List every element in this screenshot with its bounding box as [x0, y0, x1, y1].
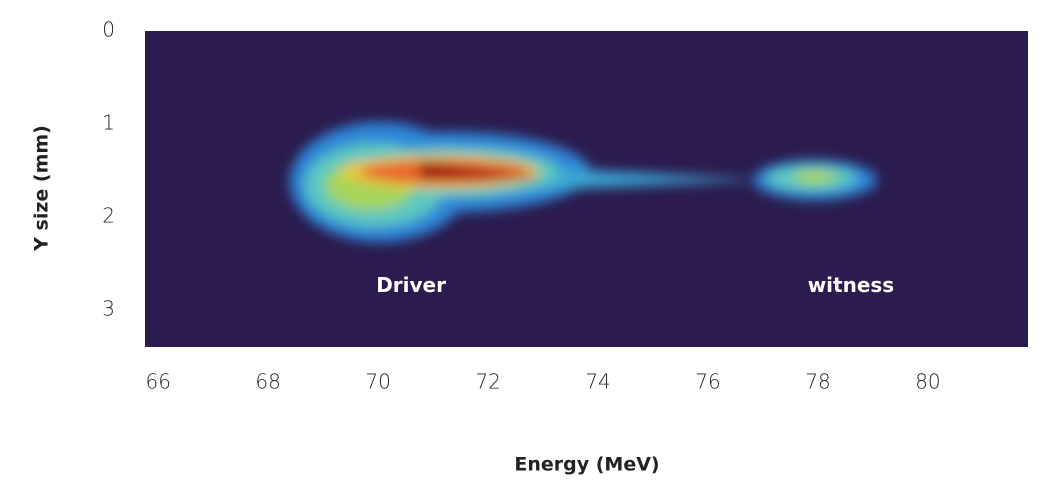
y-tick-label: 2	[102, 203, 115, 227]
y-tick-label: 0	[102, 18, 115, 42]
x-tick-label: 68	[255, 370, 280, 394]
annotation: witness	[808, 273, 895, 297]
x-tick-label: 72	[475, 370, 500, 394]
y-axis-label: Y size (mm)	[31, 125, 53, 252]
y-tick-label: 1	[102, 110, 115, 134]
x-tick-label: 78	[805, 370, 830, 394]
x-tick-label: 76	[695, 370, 720, 394]
beam-image	[290, 122, 877, 242]
y-tick-label: 3	[102, 296, 115, 320]
x-axis-label: Energy (MeV)	[514, 454, 659, 476]
x-tick-label: 74	[585, 370, 610, 394]
plot-area	[145, 31, 1028, 347]
x-tick-label: 66	[145, 370, 170, 394]
annotation: Driver	[376, 273, 446, 297]
x-tick-label: 80	[915, 370, 940, 394]
x-tick-label: 70	[365, 370, 390, 394]
